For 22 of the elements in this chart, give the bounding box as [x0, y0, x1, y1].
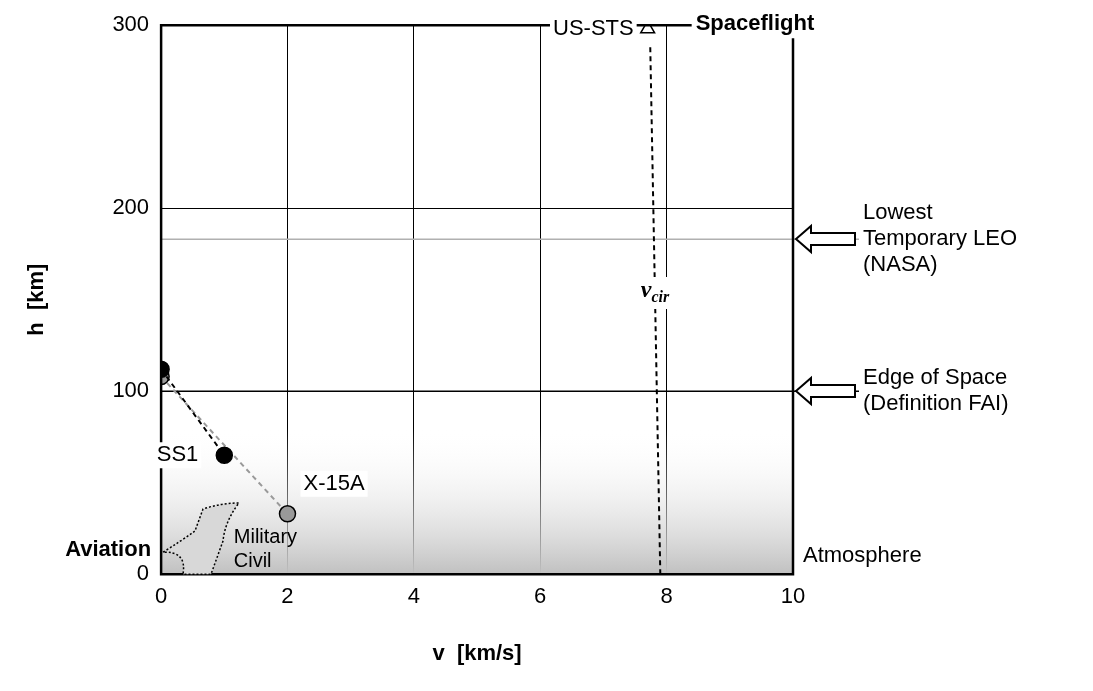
x-tick-label: 4: [407, 583, 420, 609]
band-label: Atmosphere: [803, 541, 922, 567]
text: Aviation: [65, 536, 152, 562]
y-tick-label: 0: [136, 560, 150, 586]
ref-line-label: Edge of Space (Definition FAI): [863, 364, 1009, 416]
x-tick-label: 2: [281, 583, 294, 609]
annotation: Spaceflight: [695, 10, 815, 36]
y-tick-label: 300: [112, 11, 150, 37]
x-tick-label: 6: [534, 583, 547, 609]
x-tick-label: 8: [660, 583, 673, 609]
x-tick-label: 0: [154, 583, 168, 609]
x-axis-title: v [km/s]: [432, 639, 522, 665]
series-label: X-15A: [303, 469, 365, 495]
annotation: Civil: [233, 548, 272, 571]
ref-line-label: Lowest Temporary LEO (NASA): [863, 199, 1018, 277]
series-label: US-STS: [552, 14, 634, 40]
x-tick-label: 10: [780, 583, 806, 609]
series-label: SS1: [156, 441, 199, 467]
y-tick-label: 100: [112, 377, 150, 403]
y-tick-label: 200: [112, 194, 150, 220]
y-axis-title: h [km]: [23, 263, 49, 336]
annotation: Military: [233, 525, 298, 548]
